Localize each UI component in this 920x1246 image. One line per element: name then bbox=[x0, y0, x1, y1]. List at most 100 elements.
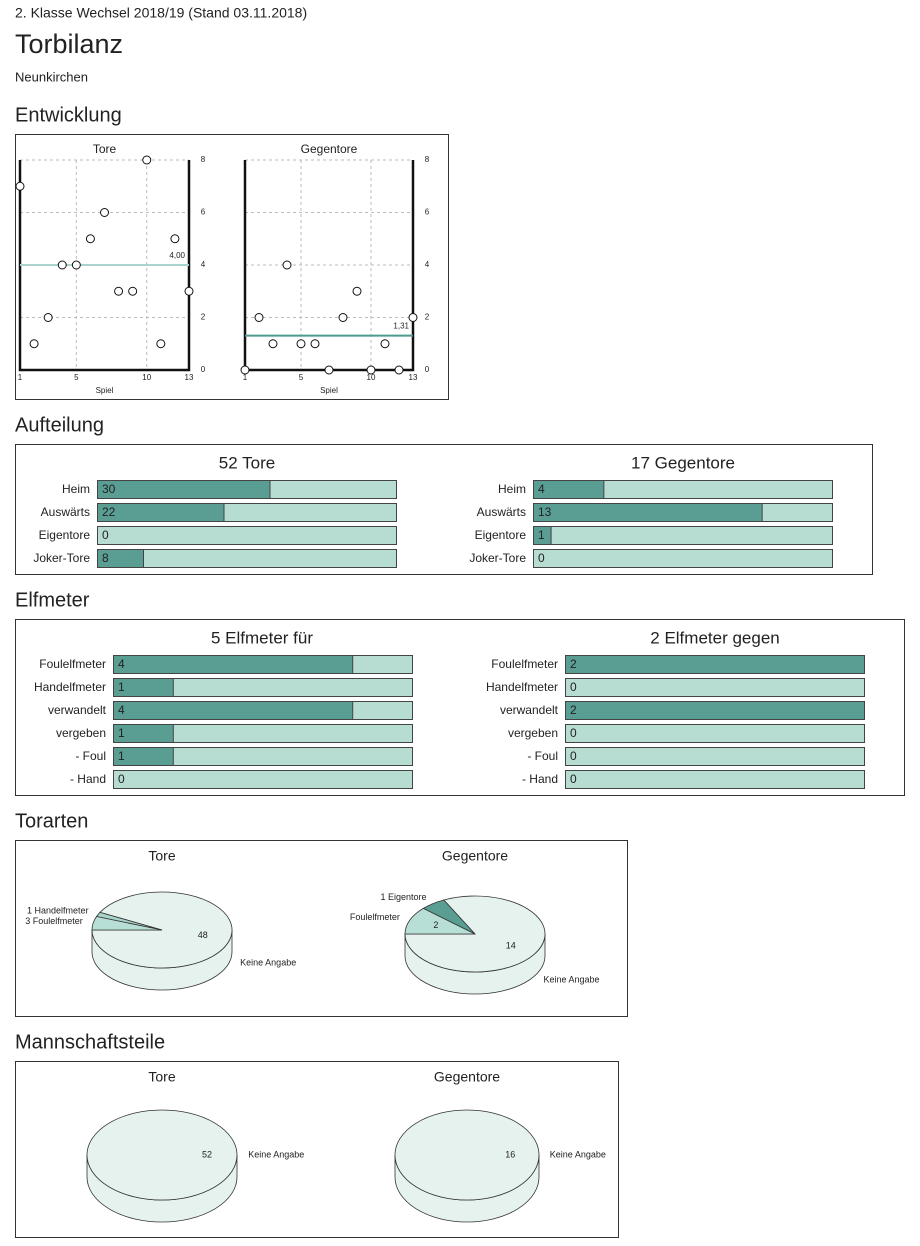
data-point bbox=[128, 286, 138, 296]
chart-title: 52 Tore bbox=[219, 453, 275, 472]
mean-label: 4,00 bbox=[169, 251, 185, 260]
bar-track bbox=[97, 526, 397, 545]
slice-label: Keine Angabe bbox=[543, 974, 599, 984]
row-label: Heim bbox=[498, 482, 526, 496]
slice-label: 3 Foulelfmeter bbox=[25, 916, 83, 926]
row-label: - Hand bbox=[522, 772, 558, 786]
x-axis-label: Spiel bbox=[96, 386, 114, 395]
bar bbox=[565, 701, 865, 720]
chart-title: Gegentore bbox=[442, 848, 508, 864]
y-tick-label: 8 bbox=[425, 155, 430, 164]
data-point bbox=[71, 260, 81, 270]
row-label: - Foul bbox=[527, 749, 558, 763]
x-tick-label: 5 bbox=[74, 373, 79, 382]
bar bbox=[113, 724, 174, 743]
data-point bbox=[282, 260, 292, 270]
y-tick-label: 2 bbox=[201, 313, 206, 322]
bar-track bbox=[113, 770, 413, 789]
row-label: Handelfmeter bbox=[34, 680, 106, 694]
bar bbox=[533, 480, 605, 499]
data-point bbox=[29, 339, 39, 349]
bar-value: 22 bbox=[102, 505, 116, 519]
y-tick-label: 4 bbox=[201, 260, 206, 269]
bar bbox=[565, 655, 865, 674]
data-point bbox=[324, 365, 334, 375]
bar-value: 0 bbox=[538, 551, 545, 565]
pie-slice bbox=[86, 1109, 238, 1201]
y-tick-label: 4 bbox=[425, 260, 430, 269]
bar bbox=[113, 701, 354, 720]
slice-value: 16 bbox=[505, 1149, 515, 1159]
data-point bbox=[240, 365, 250, 375]
chart-title: Gegentore bbox=[434, 1069, 500, 1085]
row-label: Foulelfmeter bbox=[39, 657, 106, 671]
section-heading: Torarten bbox=[15, 810, 88, 832]
section-heading: Mannschaftsteile bbox=[15, 1031, 165, 1053]
bar-value: 0 bbox=[102, 528, 109, 542]
row-label: verwandelt bbox=[500, 703, 559, 717]
chart-title: Tore bbox=[148, 848, 175, 864]
data-point bbox=[57, 260, 67, 270]
bar-value: 4 bbox=[118, 657, 125, 671]
team-name: Neunkirchen bbox=[15, 69, 88, 84]
x-tick-label: 1 bbox=[243, 373, 248, 382]
bar-value: 0 bbox=[570, 772, 577, 786]
section-heading: Elfmeter bbox=[15, 589, 90, 611]
bar-value: 0 bbox=[570, 680, 577, 694]
chart-title: Tore bbox=[148, 1069, 175, 1085]
chart-title: 2 Elfmeter gegen bbox=[650, 628, 779, 647]
bar bbox=[97, 549, 144, 568]
y-tick-label: 8 bbox=[201, 155, 206, 164]
section-frame bbox=[15, 840, 628, 1017]
page-title: Torbilanz bbox=[15, 29, 123, 59]
slice-label: Keine Angabe bbox=[550, 1149, 606, 1159]
slice-value: 48 bbox=[198, 930, 208, 940]
pie-slice bbox=[91, 916, 163, 931]
data-point bbox=[43, 313, 53, 322]
section-frame bbox=[15, 134, 449, 400]
bar-value: 30 bbox=[102, 482, 116, 496]
bar-value: 2 bbox=[570, 657, 577, 671]
y-tick-label: 6 bbox=[201, 208, 206, 217]
row-label: Eigentore bbox=[475, 528, 527, 542]
x-tick-label: 13 bbox=[409, 373, 418, 382]
slice-label: Keine Angabe bbox=[248, 1149, 304, 1159]
data-point bbox=[310, 339, 320, 349]
bar-value: 13 bbox=[538, 505, 552, 519]
data-point bbox=[296, 339, 306, 349]
bar-value: 4 bbox=[538, 482, 545, 496]
data-point bbox=[394, 365, 404, 375]
bar-value: 1 bbox=[538, 528, 545, 542]
data-point bbox=[114, 286, 124, 296]
page-subtitle: 2. Klasse Wechsel 2018/19 (Stand 03.11.2… bbox=[15, 5, 307, 21]
row-label: Heim bbox=[62, 482, 90, 496]
bar-value: 4 bbox=[118, 703, 125, 717]
y-tick-label: 0 bbox=[425, 365, 430, 374]
row-label: vergeben bbox=[56, 726, 106, 740]
x-tick-label: 10 bbox=[367, 373, 376, 382]
row-label: verwandelt bbox=[48, 703, 107, 717]
bar-track bbox=[533, 526, 833, 545]
pie-slice bbox=[394, 1109, 540, 1201]
data-point bbox=[170, 234, 180, 244]
data-point bbox=[254, 313, 264, 322]
data-point bbox=[15, 181, 25, 191]
chart-title: Tore bbox=[93, 142, 117, 156]
bar-value: 2 bbox=[570, 703, 577, 717]
row-label: Eigentore bbox=[39, 528, 91, 542]
bar-value: 0 bbox=[570, 726, 577, 740]
data-point bbox=[338, 313, 348, 322]
bar bbox=[97, 480, 271, 499]
mean-label: 1,31 bbox=[393, 322, 409, 331]
slice-label: 1 Handelfmeter bbox=[27, 906, 89, 916]
row-label: Joker-Tore bbox=[33, 551, 90, 565]
bar-value: 0 bbox=[118, 772, 125, 786]
data-point bbox=[184, 286, 194, 296]
bar bbox=[97, 503, 225, 522]
data-point bbox=[380, 339, 390, 349]
bar bbox=[113, 678, 174, 697]
y-tick-label: 6 bbox=[425, 208, 430, 217]
slice-label: 1 Eigentore bbox=[380, 892, 426, 902]
